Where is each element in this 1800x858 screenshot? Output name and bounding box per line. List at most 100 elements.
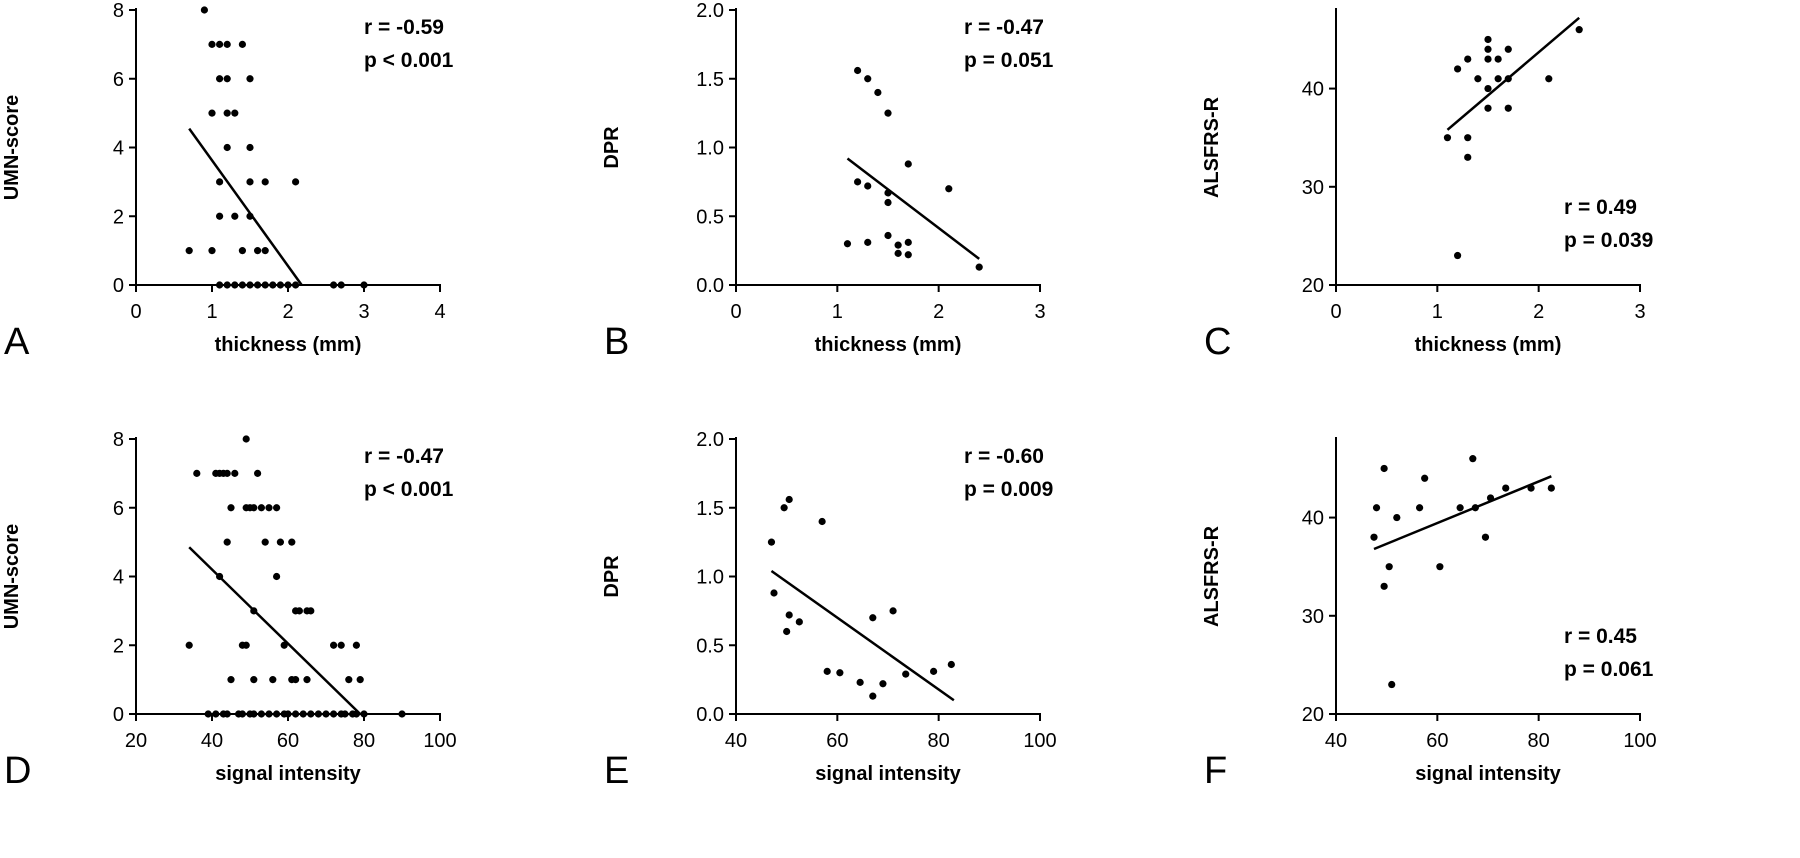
y-axis-label-a: UMN-score <box>1 95 23 201</box>
data-point <box>250 676 258 684</box>
correlation-r-f: r = 0.45 <box>1564 625 1637 648</box>
data-point <box>884 189 892 197</box>
data-point <box>254 469 262 477</box>
x-axis-label-c: thickness (mm) <box>1415 334 1562 356</box>
data-point <box>1527 484 1535 492</box>
data-point <box>904 160 912 168</box>
panel-letter-f: F <box>1204 750 1227 792</box>
data-point <box>223 538 231 546</box>
x-tick-label: 3 <box>1034 301 1045 323</box>
data-point <box>1484 84 1492 93</box>
data-point <box>273 710 281 718</box>
data-point <box>1380 464 1388 473</box>
data-point <box>398 710 406 718</box>
panel-d: 0 2 4 6 8 20 40 60 80 100 signal intensity UMN-scor… <box>0 429 600 858</box>
data-point <box>250 710 258 718</box>
correlation-p-b: p = 0.051 <box>964 49 1054 72</box>
data-point <box>246 143 254 152</box>
data-point <box>1469 455 1477 463</box>
scatter-plot-c: 20 30 40 0 1 2 3 thickness (mm) ALSFRS-R Cr = 0.4… <box>1201 8 1653 363</box>
data-point <box>1484 104 1492 112</box>
panel-letter-c: C <box>1204 321 1231 363</box>
data-point <box>273 504 281 512</box>
data-point <box>337 641 345 649</box>
data-point <box>238 281 246 289</box>
data-point <box>200 6 208 14</box>
data-point <box>1454 65 1462 73</box>
y-tick-label: 0.0 <box>696 275 724 297</box>
correlation-r-a: r = -0.59 <box>364 16 444 39</box>
regression-line-a <box>188 127 303 286</box>
x-tick-label: 2 <box>933 301 944 323</box>
data-point <box>1380 582 1388 590</box>
data-point <box>904 251 912 259</box>
y-tick-label: 0.5 <box>696 635 724 657</box>
scatter-plot-f: 20 30 40 40 60 80 100 signal intensity ALSFRS-R F… <box>1201 437 1657 792</box>
y-tick-label: 2.0 <box>696 0 724 22</box>
data-point <box>250 607 258 615</box>
data-point <box>884 198 892 207</box>
data-point <box>823 667 831 675</box>
data-point <box>292 710 300 718</box>
x-tick-label: 80 <box>353 730 375 752</box>
x-tick-label: 2 <box>282 301 293 323</box>
data-point <box>314 710 322 718</box>
data-point <box>204 710 212 718</box>
regression-line-e <box>770 569 955 702</box>
x-tick-label: 60 <box>277 730 299 752</box>
panel-letter-d: D <box>4 750 31 792</box>
x-tick-label: 3 <box>1634 301 1645 323</box>
data-point <box>341 710 349 718</box>
data-point <box>276 538 284 546</box>
x-tick-label: 0 <box>1330 301 1341 323</box>
y-tick-label: 1.0 <box>696 567 724 589</box>
data-point <box>242 435 250 443</box>
data-point <box>223 281 231 289</box>
data-point <box>795 618 803 626</box>
data-point <box>284 281 292 289</box>
y-tick-label: 0 <box>113 275 124 297</box>
data-point <box>231 281 239 289</box>
data-point <box>246 178 254 186</box>
y-tick-label: 8 <box>113 0 124 22</box>
data-point <box>767 538 776 546</box>
data-point <box>292 676 300 684</box>
data-point <box>231 109 239 117</box>
correlation-p-f: p = 0.061 <box>1564 658 1654 681</box>
data-point <box>1547 484 1555 492</box>
y-tick-label: 30 <box>1302 177 1324 199</box>
data-point <box>884 231 892 240</box>
data-point <box>854 66 862 75</box>
x-tick-label: 40 <box>201 730 223 752</box>
data-point <box>269 676 277 684</box>
data-point <box>330 281 338 289</box>
data-point <box>284 710 292 718</box>
correlation-p-c: p = 0.039 <box>1564 229 1653 252</box>
y-axis-label-c: ALSFRS-R <box>1201 96 1223 198</box>
data-point <box>273 572 281 581</box>
data-point <box>930 667 938 675</box>
data-point <box>869 692 877 700</box>
regression-line-f <box>1373 475 1552 551</box>
data-point <box>864 75 872 83</box>
data-point <box>216 281 224 289</box>
data-point <box>884 109 892 117</box>
data-point <box>223 143 231 152</box>
data-point <box>1504 104 1512 112</box>
scatter-plot-e: 0.0 0.5 1.0 1.5 2.0 40 60 80 100 signal intensity… <box>601 429 1057 792</box>
y-tick-label: 1.5 <box>696 69 724 91</box>
data-point <box>783 627 791 636</box>
data-point <box>864 182 872 190</box>
data-point <box>216 178 224 186</box>
data-point <box>246 281 254 289</box>
x-tick-label: 40 <box>725 730 747 752</box>
x-tick-label: 3 <box>358 301 369 323</box>
data-point <box>303 676 311 684</box>
data-point <box>261 281 269 289</box>
y-axis-label-f: ALSFRS-R <box>1201 525 1223 627</box>
x-tick-label: 2 <box>1533 301 1544 323</box>
data-point <box>216 572 224 581</box>
x-tick-label: 1 <box>1432 301 1443 323</box>
x-tick-label: 60 <box>826 730 848 752</box>
data-point <box>261 178 269 186</box>
